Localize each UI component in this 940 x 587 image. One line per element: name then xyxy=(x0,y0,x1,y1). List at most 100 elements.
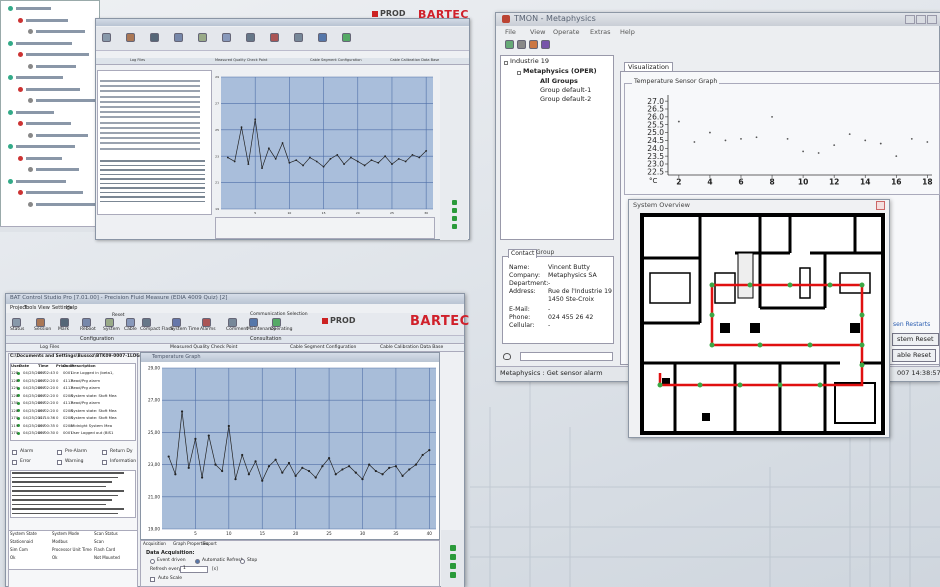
tree-icon xyxy=(28,132,33,138)
checkbox[interactable] xyxy=(57,450,62,455)
close-button[interactable] xyxy=(876,201,885,210)
menu-item[interactable]: File xyxy=(505,28,516,36)
y-tick-label: 22.5 xyxy=(647,167,664,176)
log-cell: 04/25/2007 xyxy=(23,430,45,435)
info-grid xyxy=(8,530,138,570)
log-cell: 09:02:43 xyxy=(38,370,56,375)
menu-item[interactable]: Help xyxy=(66,305,78,311)
status-dot xyxy=(452,208,457,213)
info-cell: Scan xyxy=(94,539,104,544)
tab[interactable]: Visualization xyxy=(624,62,674,72)
toolbar-button[interactable]: Compact Flash xyxy=(140,327,174,332)
log-cell: Read/Prg alarm xyxy=(71,400,101,405)
radio[interactable] xyxy=(150,559,155,564)
data-point xyxy=(334,473,337,476)
subtab[interactable]: Measured Quality Check Point xyxy=(170,345,238,350)
toolbar-button[interactable]: Status xyxy=(10,327,25,332)
tree-item[interactable]: Group default-1 xyxy=(540,86,592,94)
row-icon xyxy=(17,394,20,397)
button[interactable]: stem Reset xyxy=(892,333,939,346)
data-point xyxy=(394,465,398,468)
log-cell: 04/25/2007 xyxy=(23,392,45,398)
y-tick-label: 23 xyxy=(215,154,219,158)
subtab[interactable]: Log Files xyxy=(40,345,60,350)
tab[interactable]: Cable Segment Configuration xyxy=(310,58,362,62)
menu-item[interactable]: Help xyxy=(620,28,635,36)
toolbar-button[interactable]: Cable xyxy=(124,327,137,332)
log-cell: 04/25/2007 xyxy=(23,385,45,390)
tree-icon xyxy=(28,98,33,103)
tab[interactable]: Configuration xyxy=(80,336,114,342)
toolbar-icon xyxy=(82,318,91,327)
checkbox[interactable] xyxy=(150,577,155,582)
menu-item[interactable]: View xyxy=(530,28,546,36)
log-cell: 130 xyxy=(11,400,19,405)
toolbar-button[interactable]: Reboot xyxy=(80,327,96,332)
checkbox[interactable] xyxy=(12,450,17,455)
radio-label: Event driven xyxy=(157,558,186,563)
toolbar-button[interactable]: Maintenance xyxy=(247,327,276,332)
menu-item[interactable]: Extras xyxy=(590,28,611,36)
tree-panel xyxy=(0,0,100,232)
log-cell: 0 xyxy=(56,407,59,413)
number-input[interactable] xyxy=(180,566,208,573)
title-bar xyxy=(496,13,940,26)
checkbox[interactable] xyxy=(57,460,62,465)
window-button[interactable] xyxy=(916,15,926,24)
tab[interactable]: Graph Properties xyxy=(173,541,209,546)
menu-item[interactable]: Operate xyxy=(553,28,580,36)
column-header: Description xyxy=(71,363,96,368)
tab[interactable]: Cable Calibration Data Base xyxy=(390,58,440,62)
subtab[interactable]: Cable Calibration Data Base xyxy=(380,345,444,350)
tree-item xyxy=(26,191,83,194)
checkbox[interactable] xyxy=(12,460,17,465)
window-button[interactable] xyxy=(927,15,937,24)
tab[interactable]: Export xyxy=(203,541,217,546)
data-point xyxy=(786,137,789,140)
log-cell: Read/Prg alarm xyxy=(71,385,101,390)
toolbar-button[interactable]: Mark xyxy=(58,327,70,332)
status-dot xyxy=(450,554,456,560)
log-cell: 09:00:30 xyxy=(38,430,56,435)
tab[interactable]: Measured Quality Check Point xyxy=(215,58,268,62)
data-point xyxy=(677,120,680,123)
data-point xyxy=(247,163,250,166)
toolbar-button[interactable]: System Time xyxy=(170,327,200,332)
x-tick-label: 25 xyxy=(326,531,332,536)
checkbox[interactable] xyxy=(102,460,107,465)
log-row xyxy=(100,121,200,124)
tree-item[interactable]: All Groups xyxy=(540,77,578,85)
tree-item[interactable]: Group default-2 xyxy=(540,95,592,103)
tab[interactable]: Consultation xyxy=(250,336,282,342)
toolbar-button[interactable]: Operating xyxy=(270,327,293,332)
x-tick-label: 6 xyxy=(738,178,743,187)
subtab[interactable]: Cable Segment Configuration xyxy=(290,345,357,350)
toolbar-button[interactable]: Alarms xyxy=(200,327,216,332)
menu-item[interactable]: Project xyxy=(10,305,28,311)
tree-item[interactable]: Industrie 19 xyxy=(510,57,550,65)
toolbar-button[interactable]: Comment xyxy=(226,327,249,332)
menu-item[interactable]: Settings xyxy=(52,305,73,311)
menu-item[interactable]: Tools xyxy=(24,305,37,311)
window-button[interactable] xyxy=(905,15,915,24)
tab[interactable]: Contact xyxy=(508,249,538,259)
tab[interactable]: Acquisition xyxy=(143,541,166,546)
radio[interactable] xyxy=(240,559,245,564)
data-point xyxy=(388,466,391,469)
log-cell: 09:02:20 xyxy=(38,392,56,398)
field-value: Rue de l'Industrie 19 xyxy=(548,288,612,295)
tab[interactable]: Log Files xyxy=(130,58,146,62)
tab[interactable]: Group xyxy=(536,249,555,256)
toolbar-icon xyxy=(517,40,526,49)
toolbar-button[interactable]: System xyxy=(103,327,120,332)
tree-item[interactable]: Metaphysics (OPER) xyxy=(523,67,597,75)
button[interactable]: able Reset xyxy=(892,349,937,362)
checkbox[interactable] xyxy=(102,450,107,455)
y-tick-label: 29,00 xyxy=(148,365,160,370)
menu-item[interactable]: View xyxy=(38,305,50,311)
toolbar-icon xyxy=(228,318,237,327)
radio[interactable] xyxy=(195,559,200,564)
toolbar-button[interactable]: Session xyxy=(34,327,52,332)
text-input[interactable] xyxy=(520,352,613,361)
field-label: Address: xyxy=(509,288,536,295)
